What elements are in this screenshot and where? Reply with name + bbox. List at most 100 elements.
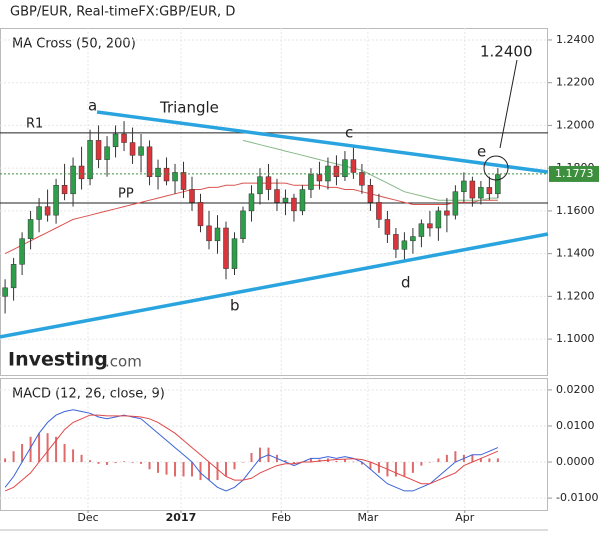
candle-body bbox=[478, 187, 484, 199]
histogram-bar bbox=[369, 462, 372, 470]
candle-body bbox=[359, 172, 365, 186]
histogram-bar bbox=[216, 462, 219, 481]
candle-body bbox=[87, 140, 93, 180]
y-tick-label: 0.0000 bbox=[556, 455, 595, 468]
histogram-bar bbox=[241, 462, 244, 463]
candle-body bbox=[444, 210, 450, 216]
trendline bbox=[96, 110, 549, 174]
annotation: Triangle bbox=[159, 99, 219, 117]
histogram-bar bbox=[38, 433, 41, 463]
candle-body bbox=[427, 223, 433, 229]
macd-line bbox=[4, 409, 499, 492]
candle-body bbox=[265, 176, 272, 190]
histogram-bar bbox=[292, 462, 295, 464]
candle-body bbox=[53, 185, 59, 216]
candle-body bbox=[112, 133, 119, 148]
candle-body bbox=[19, 238, 25, 265]
candle-body bbox=[435, 210, 442, 229]
y-tick-label: 1.1600 bbox=[556, 204, 595, 217]
candle-body bbox=[257, 176, 263, 195]
annotation: c bbox=[345, 124, 353, 142]
candle-body bbox=[452, 191, 459, 216]
price-panel bbox=[0, 28, 548, 376]
trendline bbox=[0, 232, 549, 339]
histogram-bar bbox=[420, 462, 423, 466]
histogram-bar bbox=[208, 462, 211, 481]
histogram-bar bbox=[72, 449, 75, 463]
histogram-bar bbox=[479, 458, 482, 463]
histogram-bar bbox=[114, 462, 117, 464]
x-tick-label: Feb bbox=[271, 511, 290, 524]
histogram-bar bbox=[360, 462, 363, 465]
candle-body bbox=[36, 206, 42, 220]
candle-body bbox=[10, 264, 17, 289]
candle-body bbox=[121, 133, 127, 143]
candle-body bbox=[104, 146, 110, 160]
histogram-bar bbox=[454, 451, 457, 463]
candle-body bbox=[410, 236, 416, 242]
histogram-bar bbox=[437, 458, 440, 463]
histogram-bar bbox=[165, 462, 168, 475]
annotation: e bbox=[477, 143, 486, 161]
histogram-bar bbox=[428, 462, 431, 463]
candle-body bbox=[138, 146, 144, 156]
candle-body bbox=[384, 219, 391, 235]
level-label: PP bbox=[118, 186, 134, 201]
candle-body bbox=[61, 185, 68, 195]
histogram-bar bbox=[411, 462, 414, 473]
candle-body bbox=[393, 234, 399, 250]
candle-body bbox=[342, 159, 348, 177]
histogram-bar bbox=[258, 447, 261, 463]
candle-body bbox=[206, 225, 212, 242]
candle-body bbox=[2, 287, 8, 297]
histogram-bar bbox=[309, 458, 312, 463]
indicator-label: MA Cross (50, 200) bbox=[12, 37, 136, 52]
histogram-bar bbox=[21, 444, 24, 463]
y-tick-label: 1.2200 bbox=[556, 76, 595, 89]
candle-body bbox=[163, 167, 170, 182]
x-tick-label: Mar bbox=[357, 511, 378, 524]
last-price-box bbox=[549, 165, 599, 182]
candle-body bbox=[376, 202, 382, 220]
y-tick-label: 0.0100 bbox=[556, 419, 595, 432]
highlight-circle bbox=[483, 155, 509, 181]
macd-panel bbox=[0, 378, 548, 511]
candle-body bbox=[27, 219, 34, 239]
candle-body bbox=[282, 197, 289, 203]
histogram-bar bbox=[343, 459, 346, 463]
candle-body bbox=[350, 159, 357, 173]
target-label: 1.2400 bbox=[480, 43, 533, 61]
y-tick-label: 1.2400 bbox=[556, 33, 595, 46]
candle-body bbox=[129, 142, 136, 156]
candle-body bbox=[418, 223, 425, 237]
histogram-bar bbox=[496, 458, 499, 463]
histogram-bar bbox=[29, 436, 32, 463]
histogram-bar bbox=[148, 462, 151, 470]
y-tick-label: 1.2000 bbox=[556, 118, 595, 131]
level-label: R1 bbox=[26, 116, 43, 131]
layers: 1.24001.22001.20001.18001.16001.14001.12… bbox=[0, 28, 599, 524]
target-pointer bbox=[499, 59, 518, 149]
annotation: b bbox=[230, 297, 240, 315]
annotation: a bbox=[88, 97, 97, 115]
y-tick-label: 1.1400 bbox=[556, 247, 595, 260]
histogram-bar bbox=[80, 454, 83, 463]
candle-body bbox=[316, 174, 323, 182]
candle-body bbox=[367, 185, 374, 203]
histogram-bar bbox=[123, 461, 126, 463]
histogram-bar bbox=[403, 462, 406, 477]
candle-body bbox=[299, 189, 306, 212]
candle-body bbox=[44, 206, 51, 216]
last-price-label: 1.1773 bbox=[555, 167, 594, 180]
candle-body bbox=[469, 180, 476, 199]
histogram-bar bbox=[131, 462, 134, 463]
y-tick-label: 1.1000 bbox=[556, 332, 595, 345]
candle-body bbox=[333, 165, 340, 177]
histogram-bar bbox=[445, 454, 448, 463]
histogram-bar bbox=[488, 458, 491, 463]
x-tick-label: Apr bbox=[455, 511, 475, 524]
y-tick-label: -0.0100 bbox=[556, 491, 598, 504]
y-tick-label: 1.1200 bbox=[556, 289, 595, 302]
candle-body bbox=[172, 172, 178, 182]
candle-body bbox=[308, 174, 314, 190]
